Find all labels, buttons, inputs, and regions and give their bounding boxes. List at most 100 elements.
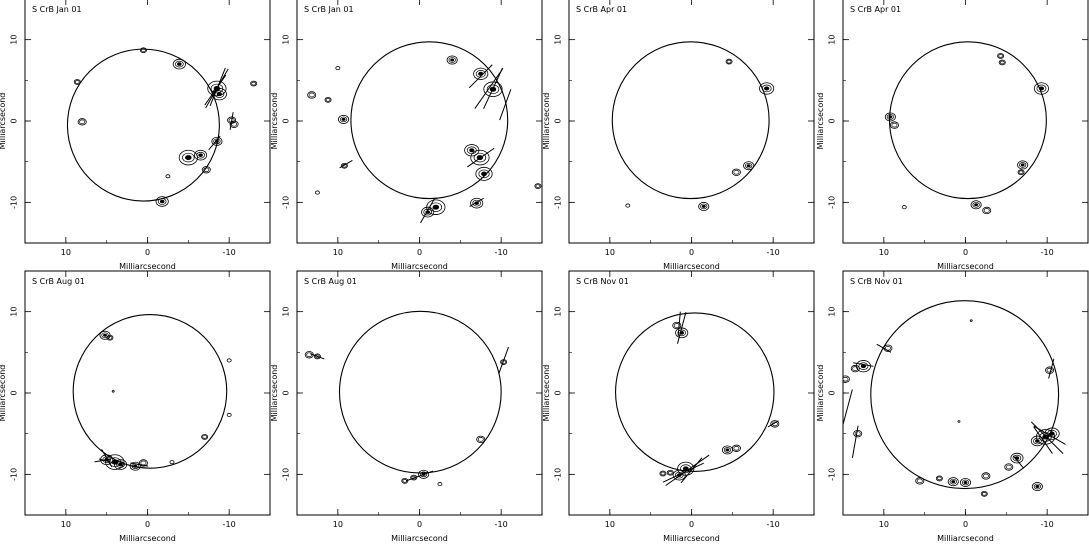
polarization-vector [420, 197, 436, 224]
spot-mid-contour [733, 169, 740, 175]
spot-inner-contour [888, 115, 893, 119]
spot-mid-contour [1033, 483, 1041, 490]
spot-outer-contour [226, 412, 232, 417]
spot-outer-contour [947, 477, 959, 487]
plot-area [614, 311, 780, 486]
plot-area [304, 310, 509, 487]
spot-outer-contour [211, 136, 223, 146]
spot-outer-contour [980, 491, 988, 497]
maser-spot [982, 206, 992, 215]
spot-outer-contour [1017, 169, 1025, 176]
maser-spot [843, 375, 850, 383]
panel-title: S CrB Nov 01 [576, 277, 629, 286]
panel-7: S CrB Nov 01 10 0 -10 10 0 -10 Milliarcsecond Mi… [542, 270, 815, 543]
spot-mid-contour [308, 92, 315, 98]
plot-area [72, 314, 232, 471]
spot-mid-contour [202, 435, 207, 439]
plot-frame [568, 270, 815, 516]
spot-outer-contour [959, 477, 972, 487]
spot-mid-contour [486, 84, 500, 95]
x-tick-label: 10 [333, 248, 343, 257]
spot-mid-contour [916, 478, 923, 484]
spot-outer-contour [1004, 463, 1014, 471]
x-axis-label: Milliarcsecond [119, 262, 176, 271]
polarization-vector [229, 112, 234, 130]
spot-mid-contour [674, 471, 684, 479]
spot-mid-contour [1018, 170, 1024, 175]
spot-mid-contour [79, 119, 86, 125]
maser-spot [226, 412, 232, 417]
spot-mid-contour [107, 335, 113, 340]
maser-spot [997, 53, 1005, 59]
spot-inner-contour [432, 204, 440, 210]
spot-mid-contour [251, 81, 256, 86]
maser-spot [201, 166, 211, 174]
spot-mid-contour [1012, 454, 1022, 462]
spot-mid-contour [723, 447, 732, 453]
spot-mid-contour [419, 471, 428, 478]
spot-outer-contour [1044, 427, 1060, 440]
spot-mid-contour [937, 476, 942, 481]
spot-outer-contour [889, 121, 899, 129]
maser-spot [437, 482, 443, 487]
spot-outer-contour [314, 190, 320, 195]
x-tick-label: 0 [417, 520, 422, 529]
polarization-vector [1012, 455, 1025, 469]
maser-spot [421, 206, 435, 218]
polarization-vector [339, 159, 353, 169]
spot-outer-contour [401, 477, 409, 484]
maser-spot [743, 161, 755, 171]
spot-inner-contour [1020, 163, 1025, 167]
maser-spot [338, 114, 350, 124]
spot-mid-contour [982, 473, 989, 479]
x-axis-label: Milliarcsecond [937, 262, 994, 271]
spot-outer-contour [981, 472, 991, 480]
spot-outer-contour [850, 364, 860, 373]
y-tick-label: 0 [10, 390, 19, 395]
x-tick-label: 0 [963, 248, 968, 257]
maser-spot [884, 112, 896, 122]
spot-outer-contour [201, 434, 209, 440]
spot-mid-contour [1005, 464, 1012, 470]
spot-outer-contour [473, 67, 489, 80]
maser-spot [1017, 169, 1025, 176]
maser-spot [139, 47, 147, 54]
spot-mid-contour [478, 169, 490, 179]
polarization-vector [467, 147, 495, 168]
spot-outer-contour [106, 334, 114, 341]
spot-mid-contour [726, 59, 732, 64]
x-tick-label: 0 [689, 248, 694, 257]
spot-outer-contour [207, 80, 227, 97]
spot-mid-contour [761, 84, 772, 93]
maser-spot [935, 475, 943, 482]
spot-inner-contour [1049, 431, 1055, 436]
spot-outer-contour [229, 120, 239, 128]
maser-spot [957, 420, 961, 423]
polarization-vector [474, 68, 504, 109]
maser-spot [129, 461, 141, 471]
polarization-vector [208, 135, 221, 151]
spot-inner-contour [682, 466, 689, 471]
shell-ring [338, 310, 502, 474]
spot-mid-contour [448, 57, 456, 63]
polarization-vector [130, 462, 149, 467]
spot-outer-contour [672, 469, 686, 481]
spot-outer-contour [731, 444, 741, 452]
x-tick-label: -10 [1041, 248, 1054, 257]
spot-outer-contour [534, 183, 542, 189]
spot-outer-contour [421, 206, 435, 218]
maser-spot [226, 358, 232, 363]
maser-spot [981, 472, 991, 480]
spot-mid-contour [339, 116, 348, 123]
polarization-vector [767, 420, 779, 428]
x-tick-label: -10 [223, 520, 236, 529]
spot-inner-contour [133, 464, 138, 468]
y-axis-label: Milliarcsecond [542, 93, 551, 150]
shell-ring [870, 300, 1060, 490]
x-tick-label: 10 [605, 520, 615, 529]
spot-inner-contour [185, 155, 192, 161]
spot-inner-contour [725, 448, 730, 452]
x-tick-label: 10 [61, 520, 71, 529]
maser-spot [250, 80, 258, 87]
x-tick-label: 0 [145, 248, 150, 257]
